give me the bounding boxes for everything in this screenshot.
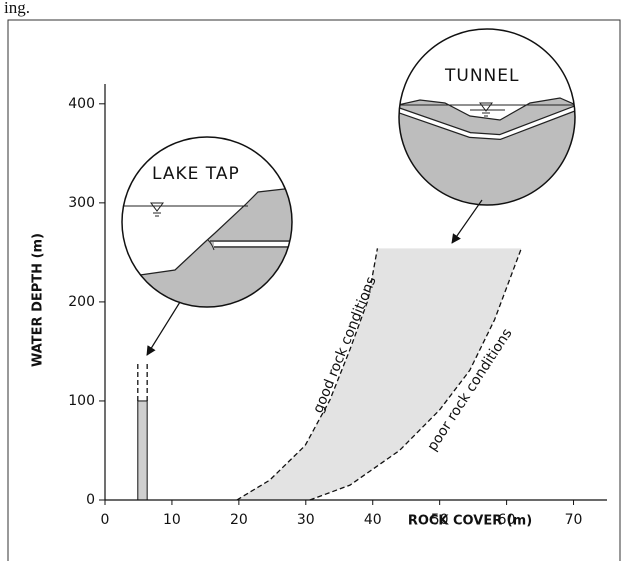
caption-fragment: ing. — [4, 0, 30, 17]
y-tick-label: 400 — [68, 96, 95, 112]
x-tick-label: 40 — [364, 512, 382, 528]
y-axis-label: WATER DEPTH (m) — [31, 233, 46, 367]
y-tick-label: 100 — [68, 393, 95, 409]
arrow — [147, 302, 180, 355]
x-axis-label: ROCK COVER (m) — [408, 514, 532, 529]
tunnel-inset: TUNNEL — [398, 29, 576, 210]
x-tick-label: 10 — [163, 512, 181, 528]
chart: ing. good rock conditionspoor rock condi… — [0, 0, 634, 561]
page: {"chart_data": { "type": "area", "captio… — [0, 0, 634, 561]
arrow — [452, 200, 482, 243]
lake-tap-inset: LAKE TAP — [120, 137, 300, 320]
x-tick-label: 0 — [101, 512, 110, 528]
x-tick-label: 70 — [565, 512, 583, 528]
y-tick-label: 0 — [86, 492, 95, 508]
lake-tap-label: LAKE TAP — [152, 164, 240, 184]
lake-tap-bar — [138, 401, 147, 500]
y-tick-label: 300 — [68, 195, 95, 211]
x-tick-label: 20 — [230, 512, 248, 528]
y-tick-label: 200 — [68, 294, 95, 310]
tunnel-label: TUNNEL — [444, 66, 519, 86]
x-tick-label: 30 — [297, 512, 315, 528]
